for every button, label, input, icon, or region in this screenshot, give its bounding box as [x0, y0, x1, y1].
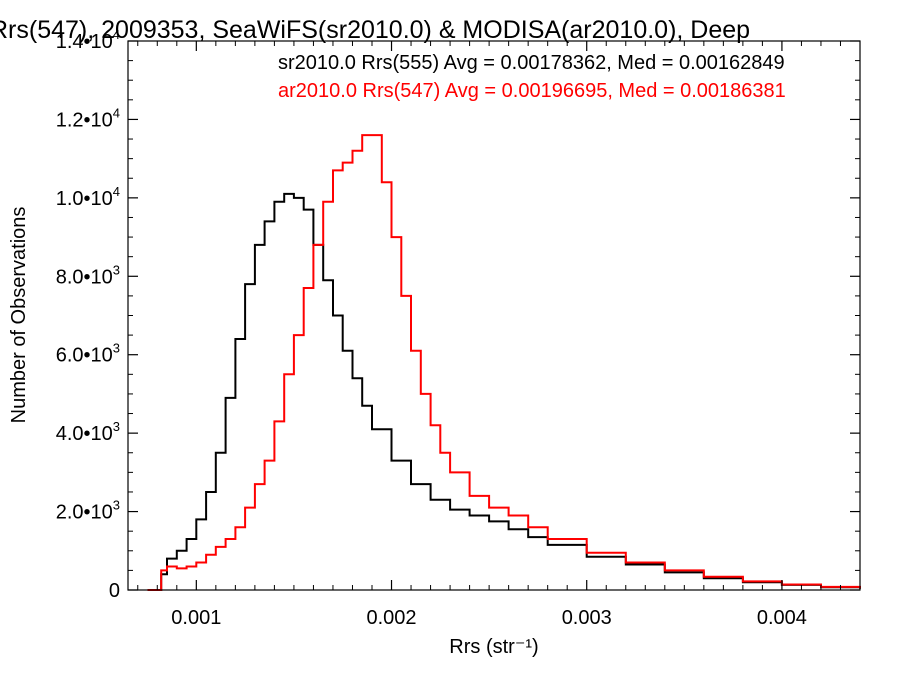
y-tick-label: 1.2•104	[56, 105, 120, 131]
plot-area: 0.001 0.002 0.003 0.004 0 2.0•103 4.0•103 6.0•…	[56, 27, 861, 629]
x-tick-label: 0.003	[562, 607, 612, 629]
y-tick-label: 0	[109, 580, 120, 602]
y-axis-ticks: 0 2.0•103 4.0•103 6.0•103 8.0•103 1.0•104 1.2•…	[56, 27, 860, 602]
legend-entry-1: sr2010.0 Rrs(555) Avg = 0.00178362, Med …	[278, 52, 785, 74]
chart-title: Rrs(547), 2009353, SeaWiFS(sr2010.0) & M…	[0, 16, 750, 44]
y-tick-label: 6.0•103	[56, 341, 120, 367]
y-axis-label: Number of Observations	[8, 207, 30, 424]
y-tick-label: 1.4•104	[56, 27, 120, 53]
y-tick-label: 1.0•104	[56, 184, 120, 210]
y-tick-label: 2.0•103	[56, 498, 120, 524]
y-tick-label: 4.0•103	[56, 419, 120, 445]
legend-entry-2: ar2010.0 Rrs(547) Avg = 0.00196695, Med …	[278, 80, 786, 102]
series-line-1	[147, 192, 861, 591]
x-axis-ticks: 0.001 0.002 0.003 0.004	[137, 41, 861, 629]
x-tick-label: 0.004	[757, 607, 807, 629]
x-axis-label: Rrs (str⁻¹)	[449, 636, 538, 658]
x-tick-label: 0.002	[366, 607, 416, 629]
series-line-2	[147, 134, 861, 591]
series-layer	[147, 134, 861, 591]
x-tick-label: 0.001	[171, 607, 221, 629]
y-tick-label: 8.0•103	[56, 262, 120, 288]
